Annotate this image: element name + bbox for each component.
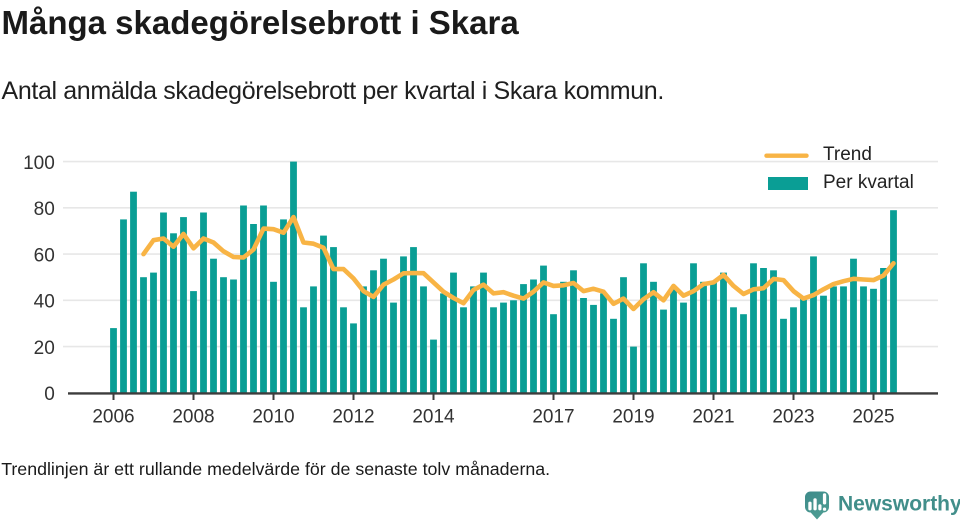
svg-text:2006: 2006 — [92, 407, 134, 428]
svg-text:100: 100 — [23, 153, 55, 174]
svg-text:2014: 2014 — [412, 407, 455, 428]
svg-text:2010: 2010 — [252, 407, 294, 428]
svg-text:2019: 2019 — [612, 407, 654, 428]
svg-text:Antal anmälda skadegörelsebrot: Antal anmälda skadegörelsebrott per kvar… — [2, 77, 664, 105]
svg-text:Många skadegörelsebrott i Skar: Många skadegörelsebrott i Skara — [2, 4, 520, 41]
svg-text:2021: 2021 — [692, 407, 734, 428]
svg-text:2017: 2017 — [532, 407, 574, 428]
svg-text:20: 20 — [34, 338, 55, 359]
svg-text:2008: 2008 — [172, 407, 214, 428]
svg-text:40: 40 — [34, 292, 55, 313]
svg-text:2012: 2012 — [332, 407, 374, 428]
svg-text:0: 0 — [44, 384, 55, 405]
svg-text:2025: 2025 — [852, 407, 894, 428]
svg-text:60: 60 — [34, 246, 55, 267]
svg-text:Per kvartal: Per kvartal — [823, 172, 914, 193]
svg-text:Newsworthy: Newsworthy — [838, 492, 960, 515]
svg-text:Trend: Trend — [823, 144, 872, 165]
svg-text:80: 80 — [34, 199, 55, 220]
svg-text:2023: 2023 — [772, 407, 814, 428]
svg-text:Trendlinjen är ett rullande me: Trendlinjen är ett rullande medelvärde f… — [1, 459, 550, 479]
